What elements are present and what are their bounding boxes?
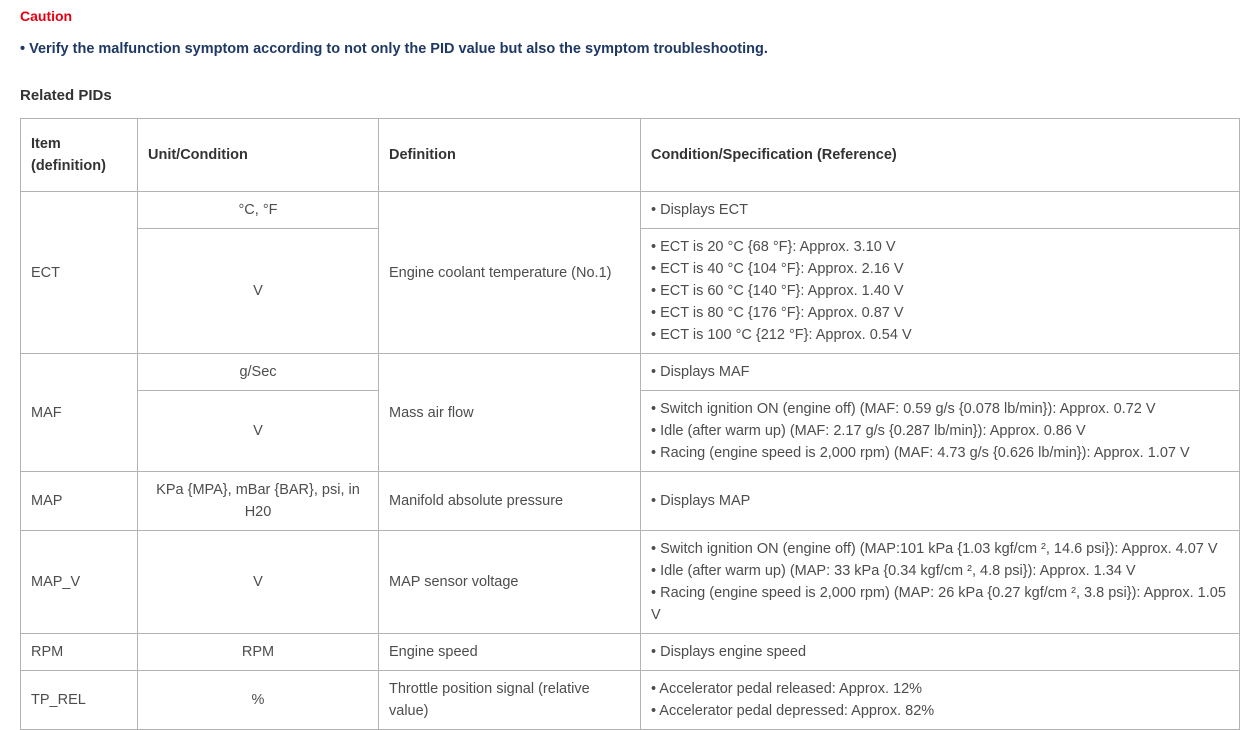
- item-cell: MAP: [20, 471, 138, 531]
- header-unit-condition: Unit/Condition: [137, 118, 379, 192]
- condition-cell: • Switch ignition ON (engine off) (MAP:1…: [640, 530, 1240, 634]
- unit-cell: V: [137, 228, 379, 354]
- pid-row-ect-voltage: V • ECT is 20 °C {68 °F}: Approx. 3.10 V…: [21, 228, 1240, 354]
- unit-cell: V: [137, 390, 379, 472]
- table-header-row: Item (definition) Unit/Condition Definit…: [20, 118, 1240, 192]
- item-cell: ECT: [20, 191, 138, 354]
- unit-cell: °C, °F: [137, 191, 379, 229]
- section-title-related-pids: Related PIDs: [20, 87, 112, 104]
- pid-row-map-v: MAP_V V MAP sensor voltage • Switch igni…: [20, 530, 1240, 634]
- pid-row-rpm: RPM RPM Engine speed • Displays engine s…: [20, 633, 1240, 671]
- condition-cell: • Accelerator pedal released: Approx. 12…: [640, 670, 1240, 730]
- condition-cell: • Switch ignition ON (engine off) (MAF: …: [640, 390, 1240, 472]
- item-cell: MAF: [20, 353, 138, 472]
- definition-cell: Manifold absolute pressure: [378, 471, 641, 531]
- condition-cell: • Displays engine speed: [640, 633, 1240, 671]
- item-cell: RPM: [20, 633, 138, 671]
- condition-cell: • Displays MAP: [640, 471, 1240, 531]
- related-pids-table: Item (definition) Unit/Condition Definit…: [20, 118, 1240, 730]
- pid-row-map: MAP KPa {MPA}, mBar {BAR}, psi, in H20 M…: [20, 471, 1240, 531]
- pid-row-tp-rel: TP_REL % Throttle position signal (relat…: [20, 670, 1240, 730]
- caution-note: • Verify the malfunction symptom accordi…: [20, 41, 768, 57]
- pid-row-ect: ECT °C, °F Engine coolant temperature (N…: [20, 191, 1240, 354]
- unit-cell: KPa {MPA}, mBar {BAR}, psi, in H20: [137, 471, 379, 531]
- definition-cell: Engine coolant temperature (No.1): [378, 191, 641, 354]
- condition-cell: • Displays ECT: [640, 191, 1240, 229]
- definition-cell: Engine speed: [378, 633, 641, 671]
- definition-cell: Mass air flow: [378, 353, 641, 472]
- header-condition-specification: Condition/Specification (Reference): [640, 118, 1240, 192]
- condition-cell: • ECT is 20 °C {68 °F}: Approx. 3.10 V • …: [640, 228, 1240, 354]
- item-cell: TP_REL: [20, 670, 138, 730]
- unit-cell: %: [137, 670, 379, 730]
- item-cell: MAP_V: [20, 530, 138, 634]
- unit-cell: V: [137, 530, 379, 634]
- condition-cell: • Displays MAF: [640, 353, 1240, 391]
- pid-row-maf: MAF g/Sec Mass air flow • Displays MAF: [20, 353, 1240, 472]
- caution-title: Caution: [20, 8, 73, 24]
- unit-cell: RPM: [137, 633, 379, 671]
- definition-cell: MAP sensor voltage: [378, 530, 641, 634]
- definition-cell: Throttle position signal (relative value…: [378, 670, 641, 730]
- unit-cell: g/Sec: [137, 353, 379, 391]
- header-item: Item (definition): [20, 118, 138, 192]
- header-definition: Definition: [378, 118, 641, 192]
